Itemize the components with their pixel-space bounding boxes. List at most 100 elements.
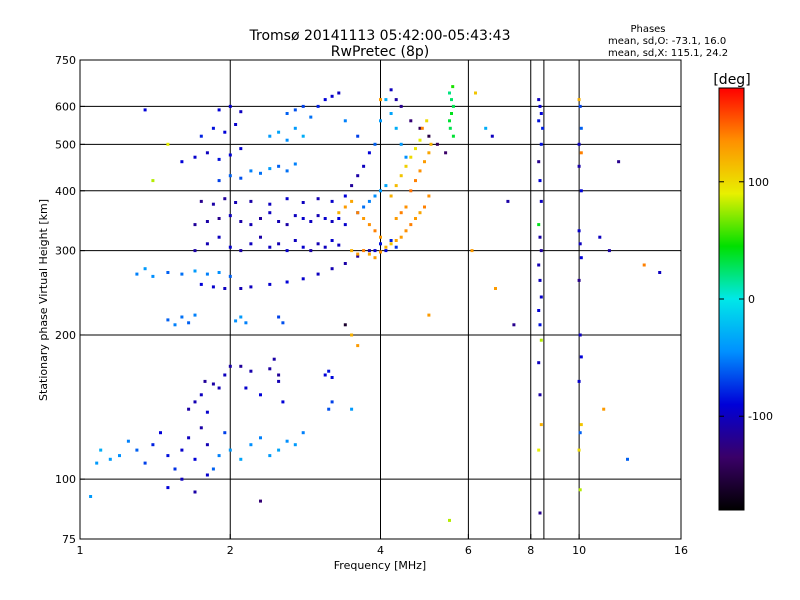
- data-point: [249, 169, 253, 173]
- data-point: [343, 194, 347, 198]
- data-point: [394, 98, 398, 102]
- data-point: [578, 104, 582, 108]
- data-point: [389, 88, 393, 92]
- data-point: [394, 245, 398, 249]
- data-point: [448, 119, 451, 123]
- data-point: [277, 448, 281, 452]
- data-point: [578, 488, 582, 492]
- data-point: [389, 194, 393, 198]
- data-point: [277, 130, 281, 134]
- data-point: [337, 243, 341, 247]
- data-point: [578, 431, 582, 435]
- data-point: [373, 256, 377, 260]
- data-point: [277, 164, 281, 168]
- data-point: [429, 142, 433, 146]
- data-point: [180, 160, 184, 164]
- data-point: [228, 448, 232, 452]
- colorbar-tick-label: 0: [748, 293, 755, 306]
- data-point: [327, 407, 331, 411]
- data-point: [323, 245, 327, 249]
- data-point: [409, 189, 413, 193]
- data-point: [512, 323, 516, 327]
- data-point: [539, 338, 543, 342]
- data-point: [203, 379, 207, 383]
- data-point: [330, 267, 334, 271]
- data-point: [205, 410, 209, 414]
- data-point: [537, 448, 541, 452]
- data-point: [205, 242, 209, 246]
- data-point: [223, 431, 227, 435]
- data-point: [301, 104, 305, 108]
- data-point: [539, 295, 543, 299]
- data-point: [239, 287, 243, 290]
- data-point: [239, 176, 243, 180]
- data-point: [384, 249, 388, 253]
- data-point: [135, 448, 139, 452]
- data-point: [268, 245, 272, 249]
- stats-line-x: mean, sd,X: 115.1, 24.2: [608, 48, 728, 59]
- data-point: [384, 245, 388, 249]
- data-point: [316, 214, 320, 218]
- data-point: [448, 518, 451, 522]
- data-point: [607, 249, 611, 253]
- data-point: [323, 98, 327, 102]
- data-point: [356, 174, 360, 178]
- data-point: [409, 223, 413, 227]
- data-point: [268, 202, 272, 206]
- data-point: [379, 189, 382, 193]
- data-point: [448, 91, 451, 95]
- data-point: [418, 138, 422, 142]
- data-point: [420, 126, 424, 130]
- data-point: [539, 112, 543, 115]
- data-point: [538, 393, 542, 397]
- data-point: [538, 235, 542, 239]
- data-point: [425, 119, 429, 123]
- data-point: [118, 454, 121, 458]
- data-point: [293, 108, 297, 112]
- y-tick-label: 300: [55, 245, 76, 258]
- data-point: [301, 245, 305, 249]
- data-point: [323, 373, 327, 377]
- data-point: [180, 315, 184, 319]
- data-point: [173, 323, 177, 327]
- data-point: [281, 400, 285, 404]
- data-point: [228, 274, 232, 278]
- data-point: [367, 223, 371, 227]
- data-point: [578, 333, 582, 337]
- data-point: [301, 217, 305, 220]
- data-point: [217, 108, 221, 112]
- data-point: [537, 263, 541, 267]
- data-point: [249, 285, 253, 289]
- data-point: [343, 223, 347, 227]
- data-point: [330, 199, 334, 203]
- data-point: [484, 126, 488, 130]
- data-point: [143, 108, 147, 112]
- y-tick-label: 750: [55, 54, 76, 67]
- data-point: [541, 126, 545, 130]
- data-point: [384, 98, 388, 102]
- data-point: [259, 171, 262, 175]
- data-point: [151, 179, 155, 183]
- data-point: [451, 104, 455, 108]
- data-point: [579, 189, 583, 193]
- data-point: [217, 271, 221, 274]
- data-point: [239, 220, 243, 223]
- data-point: [239, 249, 243, 253]
- data-point: [418, 126, 422, 130]
- data-point: [394, 239, 398, 242]
- data-point: [579, 126, 583, 130]
- data-point: [579, 423, 583, 427]
- data-point: [199, 393, 203, 397]
- data-point: [249, 369, 253, 373]
- data-point: [277, 220, 281, 223]
- data-point: [394, 217, 398, 220]
- data-point: [414, 147, 417, 151]
- data-point: [409, 155, 413, 159]
- data-point: [217, 454, 221, 458]
- x-tick-label: 6: [465, 544, 472, 557]
- data-point: [193, 313, 197, 317]
- data-point: [211, 202, 215, 206]
- data-point: [577, 379, 581, 383]
- data-point: [180, 477, 184, 481]
- data-point: [244, 321, 248, 325]
